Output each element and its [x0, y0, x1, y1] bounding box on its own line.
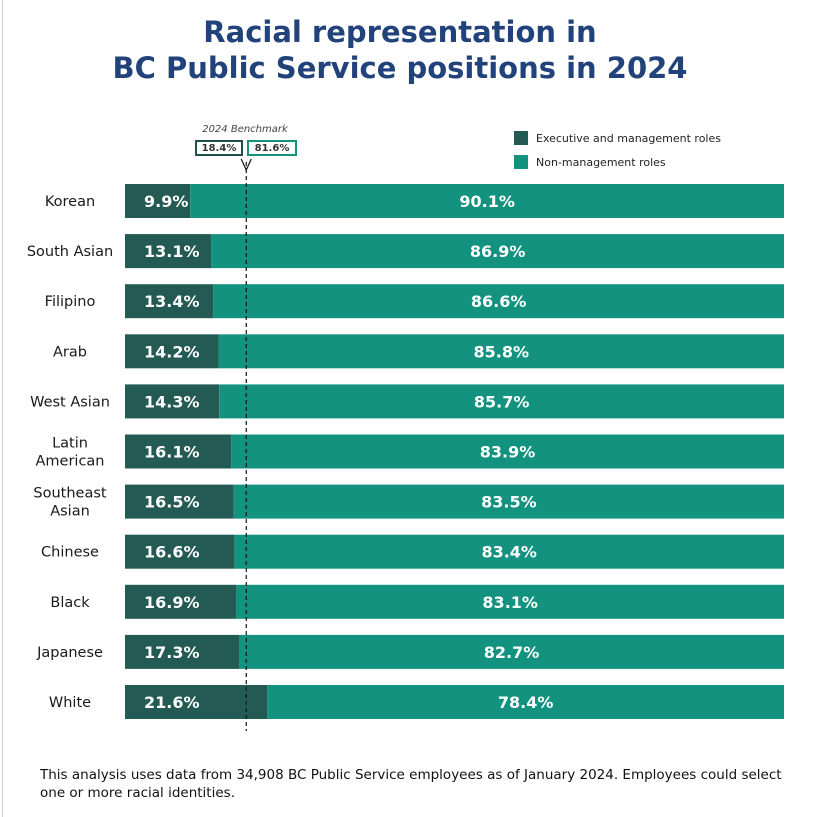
bar-executive-southeast-asian	[125, 484, 234, 519]
category-label-south-asian: South Asian	[27, 244, 113, 260]
left-border	[2, 0, 3, 817]
data-label-non-management-arab: 85.8%	[474, 342, 530, 361]
category-label-southeast-asian-line-2: Asian	[50, 504, 90, 520]
data-label-non-management-black: 83.1%	[482, 593, 538, 612]
data-label-executive-black: 16.9%	[144, 593, 200, 612]
bar-non-management-south-asian	[211, 234, 785, 269]
bar-executive-south-asian	[125, 234, 212, 269]
data-label-executive-south-asian: 13.1%	[144, 242, 200, 261]
legend-label-non-management: Non-management roles	[536, 155, 666, 169]
data-label-executive-latin-american: 16.1%	[144, 443, 200, 462]
data-label-executive-filipino: 13.4%	[144, 292, 200, 311]
bar-non-management-chinese	[234, 534, 785, 569]
data-label-non-management-west-asian: 85.7%	[474, 392, 530, 411]
category-label-arab: Arab	[53, 344, 87, 360]
data-label-non-management-filipino: 86.6%	[471, 292, 527, 311]
chart-title: Racial representation in BC Public Servi…	[0, 14, 800, 86]
bar-executive-arab	[125, 334, 219, 369]
bar-non-management-white	[267, 685, 784, 719]
bar-non-management-korean	[190, 184, 785, 218]
category-label-japanese: Japanese	[36, 645, 103, 661]
bar-executive-korean	[125, 184, 191, 218]
bar-executive-chinese	[125, 534, 235, 569]
data-label-executive-west-asian: 14.3%	[144, 392, 200, 411]
bar-row-southeast-asian: 16.5% 83.5% Southeast Asian	[33, 484, 785, 520]
bar-non-management-black	[236, 584, 785, 619]
bar-non-management-southeast-asian	[233, 484, 785, 519]
footnote: This analysis uses data from 34,908 BC P…	[40, 767, 782, 801]
legend: Executive and management roles Non-manag…	[514, 126, 721, 174]
bar-row-west-asian: 14.3% 85.7% West Asian	[30, 384, 784, 419]
data-label-non-management-south-asian: 86.9%	[470, 242, 526, 261]
legend-swatch-non-management	[514, 155, 528, 169]
category-label-black: Black	[50, 595, 90, 611]
bar-row-black: 16.9% 83.1% Black	[50, 584, 785, 619]
data-label-executive-korean: 9.9%	[144, 192, 188, 211]
bar-row-south-asian: 13.1% 86.9% South Asian	[27, 234, 785, 269]
bar-executive-filipino	[125, 284, 214, 319]
data-label-non-management-chinese: 83.4%	[481, 543, 537, 562]
bar-non-management-filipino	[213, 284, 784, 319]
data-label-executive-japanese: 17.3%	[144, 643, 200, 662]
bar-non-management-latin-american	[231, 434, 784, 469]
legend-item-non-management: Non-management roles	[514, 150, 721, 174]
data-label-executive-chinese: 16.6%	[144, 543, 200, 562]
category-label-chinese: Chinese	[41, 545, 99, 561]
data-label-executive-white: 21.6%	[144, 693, 200, 712]
bar-executive-latin-american	[125, 434, 232, 469]
category-label-latin-american-line-1: Latin	[52, 436, 88, 452]
data-label-non-management-japanese: 82.7%	[484, 643, 540, 662]
bar-row-filipino: 13.4% 86.6% Filipino	[45, 284, 784, 319]
category-label-filipino: Filipino	[45, 294, 96, 310]
chart-title-line-1: Racial representation in	[203, 15, 597, 49]
data-label-non-management-latin-american: 83.9%	[480, 443, 536, 462]
data-label-executive-arab: 14.2%	[144, 342, 200, 361]
legend-swatch-executive	[514, 131, 528, 145]
data-label-non-management-korean: 90.1%	[459, 192, 515, 211]
benchmark-executive-value: 18.4%	[195, 140, 243, 156]
category-label-latin-american-line-2: American	[35, 454, 104, 470]
bar-executive-black	[125, 584, 237, 619]
chart-title-line-2: BC Public Service positions in 2024	[112, 51, 688, 85]
bar-row-arab: 14.2% 85.8% Arab	[53, 334, 784, 369]
data-label-non-management-white: 78.4%	[498, 693, 554, 712]
bar-row-japanese: 17.3% 82.7% Japanese	[36, 634, 784, 669]
bar-row-korean: 9.9% 90.1% Korean	[45, 184, 785, 218]
category-label-white: White	[49, 695, 91, 711]
legend-label-executive: Executive and management roles	[536, 131, 721, 145]
bar-non-management-west-asian	[219, 384, 784, 419]
bar-non-management-japanese	[239, 634, 784, 669]
bar-non-management-arab	[218, 334, 784, 369]
data-label-non-management-southeast-asian: 83.5%	[481, 493, 537, 512]
category-label-southeast-asian-line-1: Southeast	[33, 486, 107, 502]
benchmark-title: 2024 Benchmark	[202, 124, 288, 135]
benchmark-non-management-value: 81.6%	[247, 140, 297, 156]
category-label-korean: Korean	[45, 194, 95, 210]
bar-executive-white	[125, 685, 268, 719]
legend-item-executive: Executive and management roles	[514, 126, 721, 150]
category-label-west-asian: West Asian	[30, 394, 110, 410]
bar-row-latin-american: 16.1% 83.9% Latin American	[35, 434, 784, 470]
data-label-executive-southeast-asian: 16.5%	[144, 493, 200, 512]
bar-row-chinese: 16.6% 83.4% Chinese	[41, 534, 785, 569]
benchmark-pointer	[240, 158, 252, 172]
bar-executive-japanese	[125, 634, 240, 669]
bar-row-white: 21.6% 78.4% White	[49, 685, 784, 719]
bar-executive-west-asian	[125, 384, 220, 419]
